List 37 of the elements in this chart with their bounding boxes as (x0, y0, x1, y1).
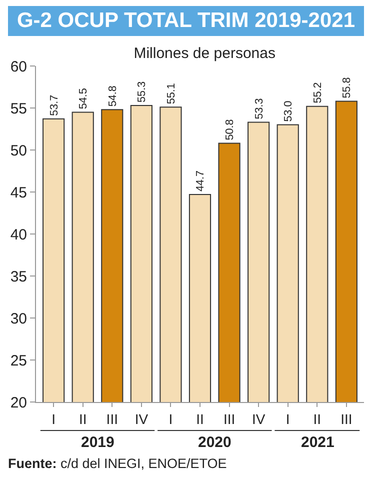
data-label: 53.3 (253, 98, 266, 120)
data-label: 55.8 (341, 77, 354, 98)
y-tick-label: 30 (10, 310, 27, 328)
x-tick-label: I (52, 410, 56, 427)
data-label: 53.0 (282, 100, 295, 122)
y-tick-label: 55 (10, 100, 27, 118)
data-label: 55.2 (312, 82, 324, 104)
x-tick-label: III (223, 410, 236, 427)
x-tick-label: I (168, 410, 173, 427)
y-tick-label: 20 (10, 394, 27, 412)
data-label: 44.7 (194, 170, 207, 192)
x-tick-label: IV (134, 410, 149, 427)
x-tick-label: II (313, 410, 322, 427)
chart-title: G-2 OCUP TOTAL TRIM 2019-2021 (8, 6, 364, 36)
y-tick-label: 40 (10, 226, 27, 244)
y-tick-label: 45 (10, 184, 27, 202)
y-tick-label: 50 (10, 142, 27, 160)
x-tick-label: II (78, 410, 87, 427)
x-tick-label: II (196, 410, 204, 427)
text: 2019 (81, 434, 114, 451)
text: 2020 (198, 434, 232, 451)
data-label: 53.7 (48, 94, 60, 116)
data-label: 50.8 (224, 119, 236, 140)
x-tick-label: I (286, 410, 290, 427)
text: 2021 (301, 434, 334, 451)
chart-subtitle: Millones de personas (134, 44, 276, 62)
x-tick-label: III (106, 410, 118, 427)
x-tick-label: III (340, 410, 352, 427)
data-label: 55.1 (165, 83, 178, 104)
x-tick-label: IV (252, 410, 266, 427)
data-label: 54.5 (78, 88, 90, 110)
data-label: 55.3 (136, 81, 148, 102)
y-tick-label: 35 (10, 268, 27, 286)
source-note: Fuente: c/d del INEGI, ENOE/ETOE (8, 456, 227, 471)
data-label: 54.8 (106, 86, 119, 107)
y-tick-label: 25 (10, 352, 27, 370)
y-tick-label: 60 (10, 58, 27, 76)
